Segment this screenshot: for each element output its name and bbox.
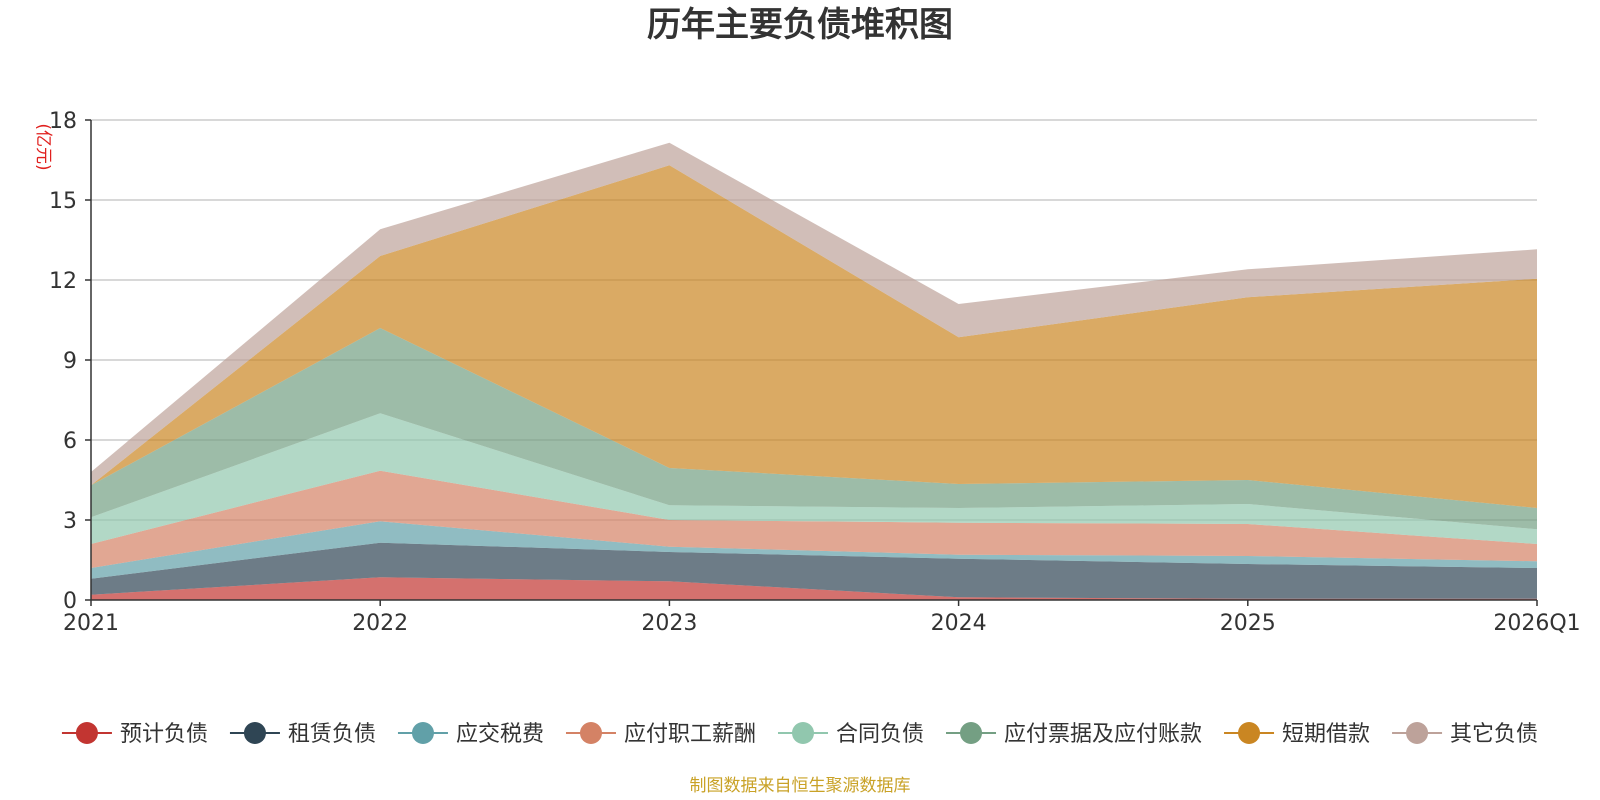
legend-marker-0 bbox=[75, 722, 98, 744]
area-4 bbox=[91, 413, 1537, 544]
legend-label-0: 预计负债 bbox=[120, 722, 208, 747]
y-tick-label: 6 bbox=[63, 429, 77, 454]
legend-label-6: 短期借款 bbox=[1282, 722, 1370, 747]
legend-marker-7 bbox=[1406, 722, 1429, 744]
y-tick-label: 18 bbox=[49, 109, 77, 134]
area-3 bbox=[91, 470, 1537, 568]
y-tick-label: 3 bbox=[63, 509, 77, 534]
legend-label-7: 其它负债 bbox=[1450, 722, 1538, 747]
legend-label-5: 应付票据及应付账款 bbox=[1004, 722, 1202, 747]
legend-marker-3 bbox=[579, 722, 602, 744]
legend-label-1: 租赁负债 bbox=[288, 722, 376, 747]
chart-title: 历年主要负债堆积图 bbox=[647, 5, 953, 45]
x-tick-label: 2021 bbox=[63, 611, 119, 636]
x-tick-label: 2026Q1 bbox=[1493, 611, 1580, 636]
legend-marker-1 bbox=[243, 722, 266, 744]
area-6 bbox=[91, 165, 1537, 509]
legend-label-4: 合同负债 bbox=[836, 722, 924, 747]
legend-label-3: 应付职工薪酬 bbox=[624, 722, 756, 747]
legend-label-2: 应交税费 bbox=[456, 722, 544, 747]
x-tick-label: 2022 bbox=[352, 611, 408, 636]
y-tick-label: 12 bbox=[49, 269, 77, 294]
x-tick-label: 2023 bbox=[641, 611, 697, 636]
area-0 bbox=[91, 577, 1537, 600]
legend-marker-4 bbox=[792, 722, 814, 744]
area-5 bbox=[91, 328, 1537, 530]
y-tick-label: 9 bbox=[63, 349, 77, 374]
axes: 0 3 6 9 12 15 18 2021 2022 2023 2024 2025 2026Q1 bbox=[49, 109, 1581, 636]
data-source-note: 制图数据来自恒生聚源数据库 bbox=[690, 776, 911, 796]
area-1 bbox=[91, 542, 1537, 599]
y-tick-label: 0 bbox=[63, 589, 77, 614]
legend-marker-5 bbox=[960, 722, 983, 744]
y-axis-unit-label: (亿元) bbox=[33, 123, 53, 170]
legend-marker-6 bbox=[1238, 722, 1261, 744]
legend-marker-2 bbox=[411, 722, 434, 744]
x-tick-label: 2025 bbox=[1220, 611, 1276, 636]
y-tick-label: 15 bbox=[49, 189, 77, 214]
legend: 预计负债 租赁负债 应交税费 应付职工薪酬 合同负债 应付票据及应付账款 短期借款 其它负债 bbox=[61, 722, 1538, 747]
area-2 bbox=[91, 521, 1537, 579]
area-7 bbox=[91, 142, 1537, 486]
area-series bbox=[91, 142, 1537, 600]
x-tick-label: 2024 bbox=[931, 611, 987, 636]
